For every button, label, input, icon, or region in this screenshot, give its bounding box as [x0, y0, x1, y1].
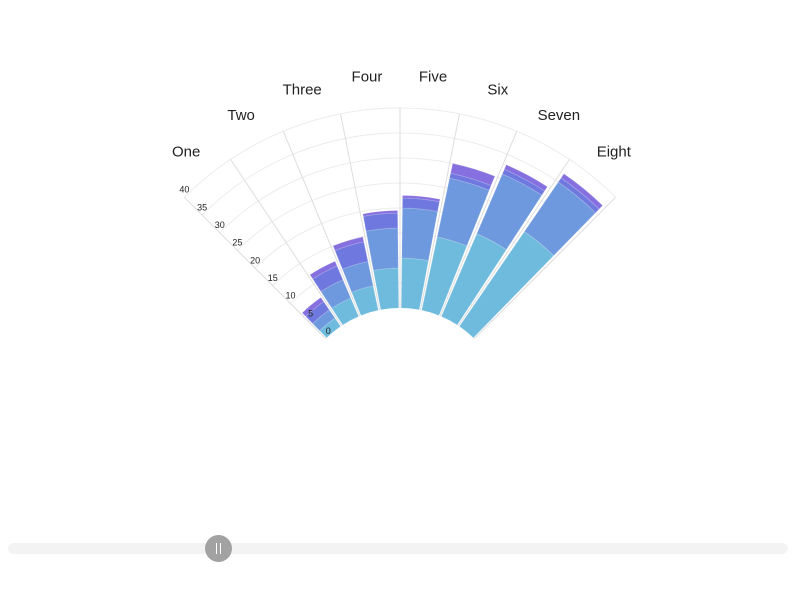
column-segment-6-4[interactable] — [450, 162, 496, 187]
column-segment-2-4[interactable] — [309, 260, 338, 280]
column-segment-3-2[interactable] — [341, 260, 374, 293]
y-tick-label: 10 — [285, 291, 295, 301]
column-segment-3-3[interactable] — [334, 241, 369, 270]
grip-line-icon — [220, 543, 222, 554]
category-label: Three — [283, 81, 322, 98]
column-segment-1-4[interactable] — [301, 296, 325, 318]
column-segment-7-2[interactable] — [476, 173, 543, 251]
column-segment-7-1[interactable] — [440, 233, 508, 326]
column-segment-4-3[interactable] — [362, 212, 399, 232]
column-segment-7-3[interactable] — [501, 168, 546, 196]
column-segment-8-1[interactable] — [458, 230, 555, 339]
category-label: Eight — [597, 143, 632, 160]
y-tick-label: 35 — [197, 202, 207, 212]
grid-radial-line — [457, 159, 570, 326]
y-tick-label: 20 — [250, 255, 260, 265]
grid-radial-line — [419, 113, 460, 311]
column-segment-5-3[interactable] — [401, 197, 441, 213]
column-segment-2-1[interactable] — [331, 297, 360, 326]
column-segment-3-1[interactable] — [351, 285, 379, 317]
column-segment-2-2[interactable] — [320, 279, 352, 309]
column-segment-7-4[interactable] — [503, 164, 549, 192]
labels-layer: One Two Three Four Five Six Seven Eight 0 5 10 15 20… — [172, 69, 632, 336]
grid-radial-line — [439, 131, 518, 317]
column-segment-1-2[interactable] — [311, 309, 336, 332]
column-segment-8-4[interactable] — [560, 173, 604, 210]
column-segment-5-1[interactable] — [400, 257, 430, 311]
column-segment-1-1[interactable] — [318, 317, 342, 339]
y-tick-label: 30 — [215, 220, 225, 230]
grid-radial-line — [340, 113, 381, 311]
grid-radial-line — [473, 196, 617, 340]
grid-radial-line — [230, 159, 343, 326]
column-segment-5-4[interactable] — [402, 195, 441, 203]
column-segment-8-3[interactable] — [557, 177, 600, 214]
column-segment-4-1[interactable] — [372, 267, 400, 311]
column-segment-5-2[interactable] — [401, 207, 439, 262]
columns-layer — [301, 162, 604, 339]
category-label: Five — [419, 69, 447, 86]
column-segment-6-3[interactable] — [448, 172, 492, 191]
y-tick-label: 15 — [268, 273, 278, 283]
grid-layer — [183, 107, 617, 340]
category-label: One — [172, 143, 200, 160]
column-segment-6-1[interactable] — [421, 236, 468, 317]
grid-radial-line — [282, 131, 361, 317]
column-segment-8-2[interactable] — [523, 181, 597, 257]
column-segment-1-3[interactable] — [304, 300, 331, 325]
scrollbar-grip[interactable] — [205, 535, 233, 562]
column-segment-4-4[interactable] — [362, 210, 399, 217]
column-segment-6-2[interactable] — [436, 177, 490, 247]
category-label: Four — [352, 69, 383, 86]
scrollbar-track[interactable] — [8, 543, 788, 554]
y-tick-label: 25 — [232, 238, 242, 248]
grid-radial-line — [183, 196, 327, 340]
column-segment-3-4[interactable] — [332, 236, 365, 252]
category-label: Seven — [538, 107, 581, 124]
category-label: Six — [487, 81, 508, 98]
category-label: Two — [227, 107, 255, 124]
grip-line-icon — [216, 543, 218, 554]
column-segment-2-3[interactable] — [311, 265, 344, 293]
y-tick-label: 0 — [326, 326, 331, 336]
column-segment-4-2[interactable] — [365, 227, 399, 272]
y-tick-label: 5 — [308, 308, 313, 318]
y-tick-label: 40 — [179, 185, 189, 195]
